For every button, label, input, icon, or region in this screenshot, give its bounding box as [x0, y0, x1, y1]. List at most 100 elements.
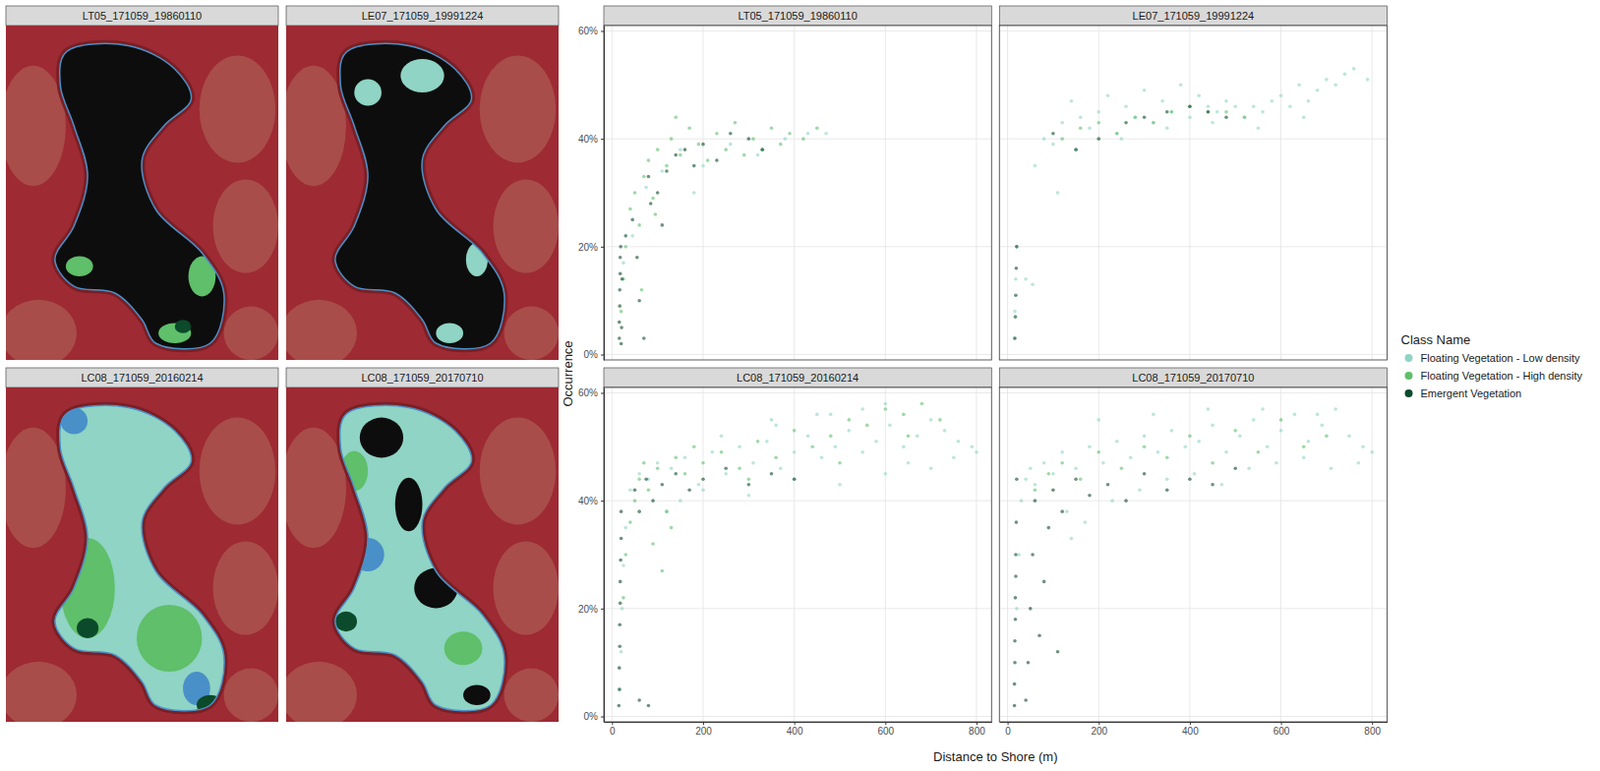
point	[1069, 536, 1074, 541]
panel-frame	[603, 25, 992, 360]
grid-line-y	[603, 715, 992, 717]
point	[618, 558, 623, 563]
point	[701, 142, 706, 147]
x-tick-mark	[885, 721, 887, 725]
point	[619, 650, 624, 654]
series	[621, 402, 943, 600]
point	[1315, 413, 1320, 417]
point	[884, 402, 889, 407]
point	[1014, 266, 1019, 271]
point	[620, 606, 625, 611]
point	[1357, 461, 1362, 466]
map-lake-fill	[5, 25, 279, 360]
point	[1352, 66, 1357, 71]
figure: LT05_171059_19860110LE07_171059_19991224…	[0, 0, 1600, 771]
point	[1279, 428, 1284, 433]
point	[619, 325, 624, 330]
panel-frame	[999, 387, 1387, 722]
point	[1106, 93, 1111, 98]
point	[747, 493, 752, 498]
point	[633, 487, 638, 492]
x-tick-label: 800	[968, 725, 986, 737]
point	[617, 288, 622, 293]
x-tick-mark	[1371, 721, 1373, 725]
point	[773, 423, 778, 428]
y-tick-label: 60%	[578, 387, 598, 399]
point	[1233, 428, 1238, 433]
map-field	[504, 668, 559, 722]
point	[1142, 434, 1147, 439]
point	[1306, 439, 1311, 444]
y-tick-label: 0%	[584, 711, 599, 722]
point	[1260, 407, 1265, 412]
panel-strip	[603, 367, 992, 388]
point	[1013, 574, 1018, 579]
point	[655, 190, 660, 195]
point	[1251, 417, 1256, 422]
legend: Class NameFloating Vegetation - Low dens…	[1401, 332, 1584, 400]
point	[1210, 482, 1215, 487]
x-tick: 800	[968, 721, 986, 737]
map-patch	[76, 618, 99, 639]
map-lake	[286, 25, 559, 360]
y-tick-label: 60%	[578, 25, 598, 37]
point	[1165, 455, 1170, 460]
grid-line-y	[999, 715, 1387, 717]
point	[1210, 423, 1215, 428]
point	[637, 223, 642, 228]
point	[618, 580, 623, 585]
point	[1333, 83, 1338, 88]
point	[1012, 660, 1017, 665]
grid-line-y	[999, 607, 1387, 609]
map-field	[493, 178, 559, 273]
point	[837, 482, 842, 487]
map-patch	[59, 407, 88, 434]
point	[1056, 650, 1061, 654]
map-field	[5, 299, 77, 360]
map-lake	[5, 387, 279, 722]
grid-line-x	[1280, 25, 1282, 360]
x-tick-mark	[1189, 721, 1191, 725]
map-lake-edge	[335, 405, 505, 711]
point	[714, 131, 719, 136]
panel: 0200400600800	[999, 387, 1388, 737]
point	[1012, 309, 1017, 314]
point	[1333, 407, 1338, 412]
x-tick: 800	[1363, 721, 1381, 737]
point	[1160, 99, 1165, 104]
grid-line-x	[1280, 387, 1282, 722]
point	[1030, 282, 1035, 287]
point	[628, 487, 633, 492]
point	[751, 136, 756, 141]
y-axis-line	[603, 388, 605, 723]
point	[792, 450, 797, 455]
point	[659, 569, 664, 574]
map-patch	[65, 256, 94, 277]
grid-line-y	[603, 138, 992, 140]
panel-title: LE07_171059_19991224	[1132, 9, 1255, 22]
y-axis-line	[603, 26, 605, 361]
point	[806, 434, 811, 439]
map-image	[5, 25, 279, 360]
point	[706, 158, 711, 163]
grid-line-y	[603, 607, 992, 609]
point	[1233, 104, 1238, 109]
point	[1187, 434, 1192, 439]
y-axis: 0%20%40%60%	[578, 387, 605, 722]
point	[630, 218, 635, 223]
point	[865, 423, 870, 428]
point	[760, 147, 765, 152]
point	[1256, 125, 1261, 130]
point	[1087, 445, 1092, 450]
point	[692, 164, 697, 169]
point	[1110, 498, 1115, 503]
map-field	[213, 540, 279, 635]
point	[678, 147, 683, 152]
map-lake-edge	[55, 43, 225, 349]
point	[874, 439, 879, 444]
point	[1142, 472, 1147, 476]
point	[701, 461, 706, 466]
point	[1069, 99, 1074, 104]
point	[664, 509, 669, 514]
point	[637, 509, 642, 514]
